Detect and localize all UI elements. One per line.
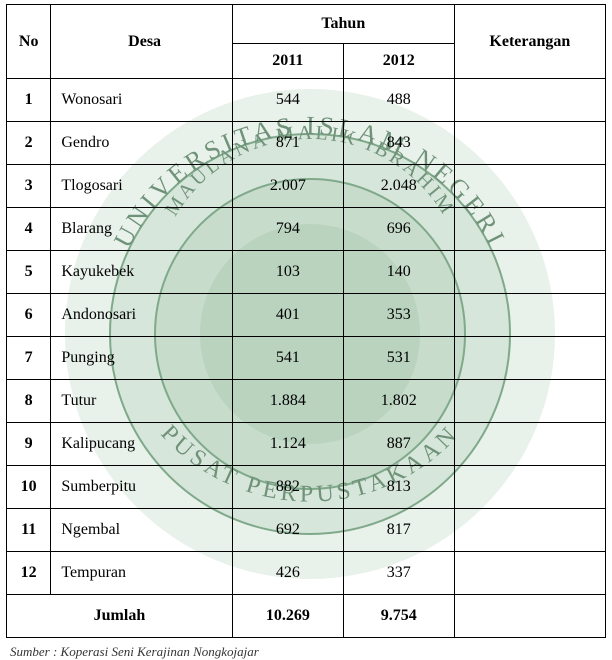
header-desa: Desa bbox=[51, 5, 233, 79]
header-year-1: 2011 bbox=[232, 44, 343, 79]
cell-desa: Gendro bbox=[51, 122, 233, 165]
cell-y2: 531 bbox=[343, 337, 454, 380]
cell-y1: 794 bbox=[232, 208, 343, 251]
cell-y2: 813 bbox=[343, 466, 454, 509]
table-row: 2Gendro871843 bbox=[7, 122, 606, 165]
header-no: No bbox=[7, 5, 51, 79]
table-row: 5Kayukebek103140 bbox=[7, 251, 606, 294]
cell-no: 7 bbox=[7, 337, 51, 380]
cell-y1: 541 bbox=[232, 337, 343, 380]
table-row: 8Tutur1.8841.802 bbox=[7, 380, 606, 423]
cell-ket bbox=[454, 337, 605, 380]
cell-y2: 140 bbox=[343, 251, 454, 294]
header-year-2: 2012 bbox=[343, 44, 454, 79]
table-row: 1Wonosari544488 bbox=[7, 79, 606, 122]
cell-y1: 544 bbox=[232, 79, 343, 122]
footer-row: Jumlah 10.269 9.754 bbox=[7, 595, 606, 638]
cell-no: 11 bbox=[7, 509, 51, 552]
cell-y1: 1.124 bbox=[232, 423, 343, 466]
footer-label: Jumlah bbox=[7, 595, 233, 638]
table-row: 12Tempuran426337 bbox=[7, 552, 606, 595]
cell-no: 1 bbox=[7, 79, 51, 122]
cell-desa: Sumberpitu bbox=[51, 466, 233, 509]
cell-ket bbox=[454, 466, 605, 509]
cell-no: 9 bbox=[7, 423, 51, 466]
cell-desa: Wonosari bbox=[51, 79, 233, 122]
cell-no: 3 bbox=[7, 165, 51, 208]
table-row: 3Tlogosari2.0072.048 bbox=[7, 165, 606, 208]
cell-ket bbox=[454, 380, 605, 423]
cell-ket bbox=[454, 122, 605, 165]
cell-y1: 871 bbox=[232, 122, 343, 165]
cell-y2: 817 bbox=[343, 509, 454, 552]
cell-desa: Kalipucang bbox=[51, 423, 233, 466]
cell-y2: 843 bbox=[343, 122, 454, 165]
cell-desa: Kayukebek bbox=[51, 251, 233, 294]
cell-y2: 696 bbox=[343, 208, 454, 251]
cell-y2: 353 bbox=[343, 294, 454, 337]
cell-y2: 488 bbox=[343, 79, 454, 122]
cell-y1: 882 bbox=[232, 466, 343, 509]
cell-y1: 2.007 bbox=[232, 165, 343, 208]
cell-desa: Andonosari bbox=[51, 294, 233, 337]
cell-no: 2 bbox=[7, 122, 51, 165]
footer-y1: 10.269 bbox=[232, 595, 343, 638]
cell-desa: Tempuran bbox=[51, 552, 233, 595]
table-row: 6Andonosari401353 bbox=[7, 294, 606, 337]
table-row: 7Punging541531 bbox=[7, 337, 606, 380]
cell-desa: Tlogosari bbox=[51, 165, 233, 208]
data-table: No Desa Tahun Keterangan 2011 2012 1Wono… bbox=[6, 4, 606, 638]
table-row: 4Blarang794696 bbox=[7, 208, 606, 251]
table-row: 9Kalipucang1.124887 bbox=[7, 423, 606, 466]
cell-ket bbox=[454, 251, 605, 294]
cell-y1: 692 bbox=[232, 509, 343, 552]
cell-y2: 2.048 bbox=[343, 165, 454, 208]
cell-y1: 401 bbox=[232, 294, 343, 337]
cell-y2: 337 bbox=[343, 552, 454, 595]
cell-ket bbox=[454, 294, 605, 337]
cell-desa: Blarang bbox=[51, 208, 233, 251]
footer-y2: 9.754 bbox=[343, 595, 454, 638]
cell-y1: 103 bbox=[232, 251, 343, 294]
header-ket: Keterangan bbox=[454, 5, 605, 79]
header-tahun: Tahun bbox=[232, 5, 454, 44]
cell-y2: 1.802 bbox=[343, 380, 454, 423]
cell-ket bbox=[454, 509, 605, 552]
cell-no: 12 bbox=[7, 552, 51, 595]
cell-ket bbox=[454, 165, 605, 208]
table-caption: Sumber : Koperasi Seni Kerajinan Nongkoj… bbox=[0, 638, 612, 660]
cell-ket bbox=[454, 552, 605, 595]
cell-no: 8 bbox=[7, 380, 51, 423]
table-row: 11Ngembal692817 bbox=[7, 509, 606, 552]
footer-ket bbox=[454, 595, 605, 638]
table-row: 10Sumberpitu882813 bbox=[7, 466, 606, 509]
cell-desa: Punging bbox=[51, 337, 233, 380]
cell-no: 4 bbox=[7, 208, 51, 251]
cell-no: 5 bbox=[7, 251, 51, 294]
cell-desa: Ngembal bbox=[51, 509, 233, 552]
cell-y1: 1.884 bbox=[232, 380, 343, 423]
cell-ket bbox=[454, 79, 605, 122]
cell-y2: 887 bbox=[343, 423, 454, 466]
cell-desa: Tutur bbox=[51, 380, 233, 423]
cell-no: 6 bbox=[7, 294, 51, 337]
cell-no: 10 bbox=[7, 466, 51, 509]
cell-ket bbox=[454, 423, 605, 466]
cell-y1: 426 bbox=[232, 552, 343, 595]
cell-ket bbox=[454, 208, 605, 251]
